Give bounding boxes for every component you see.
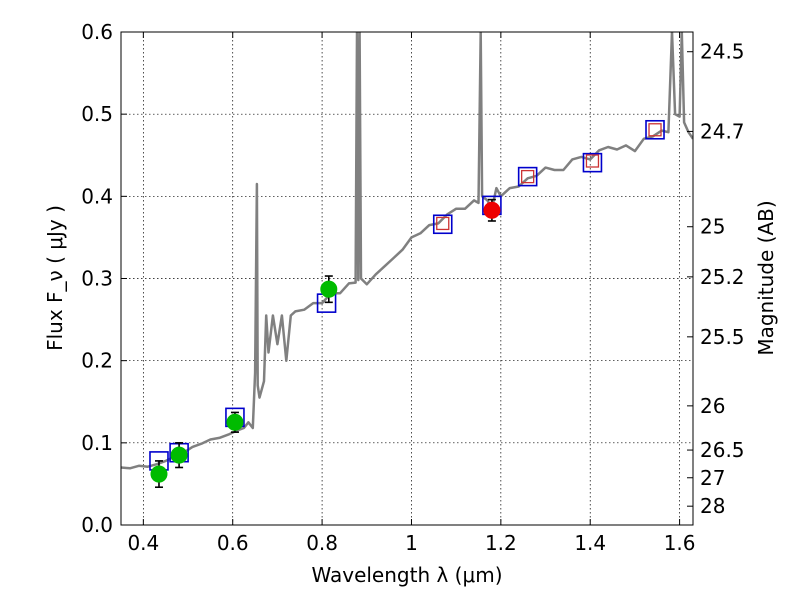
- y-tick-label: 0.6: [81, 20, 113, 44]
- observed-flux-point: [320, 280, 338, 298]
- x-tick-label: 1: [405, 531, 418, 555]
- model-flux-square: [582, 152, 603, 173]
- y-tick-label: 0.5: [81, 102, 113, 126]
- spectrum-line: [121, 32, 693, 470]
- x-tick-label: 1.2: [485, 531, 517, 555]
- y-tick-label: 0.1: [81, 431, 113, 455]
- mag-tick-label: 26: [700, 394, 725, 418]
- observed-flux-point: [226, 413, 244, 431]
- plot-area: [121, 32, 693, 470]
- observed-flux-point: [170, 446, 188, 464]
- x-tick-label: 0.8: [306, 531, 338, 555]
- mag-tick-label: 26.5: [700, 438, 745, 462]
- mag-tick-label: 24.5: [700, 40, 745, 64]
- mag-tick-label: 28: [700, 494, 725, 518]
- mag-tick-label: 24.7: [700, 119, 745, 143]
- x-tick-label: 0.4: [127, 531, 159, 555]
- y-axis-label: Flux F_ν ( μJy ): [43, 205, 67, 351]
- y-tick-label: 0.3: [81, 267, 113, 291]
- y-tick-label: 0.4: [81, 184, 113, 208]
- series-layer: [121, 32, 693, 470]
- mag-tick-label: 25.5: [700, 325, 745, 349]
- observed-flux-point: [150, 465, 168, 483]
- y-tick-label: 0.0: [81, 513, 113, 537]
- mag-tick-label: 25: [700, 215, 725, 239]
- hst-flux-square: [585, 154, 600, 168]
- x-tick-label: 1.6: [664, 531, 696, 555]
- mag-tick-label: 27: [700, 466, 725, 490]
- observed-flux-point: [483, 201, 501, 219]
- hst-flux-square: [648, 123, 662, 137]
- x-axis-label: Wavelength λ (μm): [311, 563, 502, 587]
- x-tick-label: 1.4: [574, 531, 606, 555]
- model-flux-square: [517, 166, 538, 187]
- model-flux-square: [432, 214, 453, 235]
- hst-flux-square: [521, 169, 535, 184]
- mag-tick-label: 25.2: [700, 265, 745, 289]
- hst-flux-square: [436, 216, 450, 231]
- model-flux-square: [645, 119, 665, 140]
- ticks: 0.4 0.6 0.8 1 1.2 1.4 1.6 0.0 0.1 0.2 0.3 0.4 0.5 0.6…: [81, 20, 744, 555]
- x-tick-label: 0.6: [217, 531, 249, 555]
- plot-background: [121, 32, 693, 525]
- y-tick-label: 0.2: [81, 349, 113, 373]
- markers-layer: [149, 119, 665, 489]
- y-axis-right-label: Magnitude (AB): [754, 200, 778, 355]
